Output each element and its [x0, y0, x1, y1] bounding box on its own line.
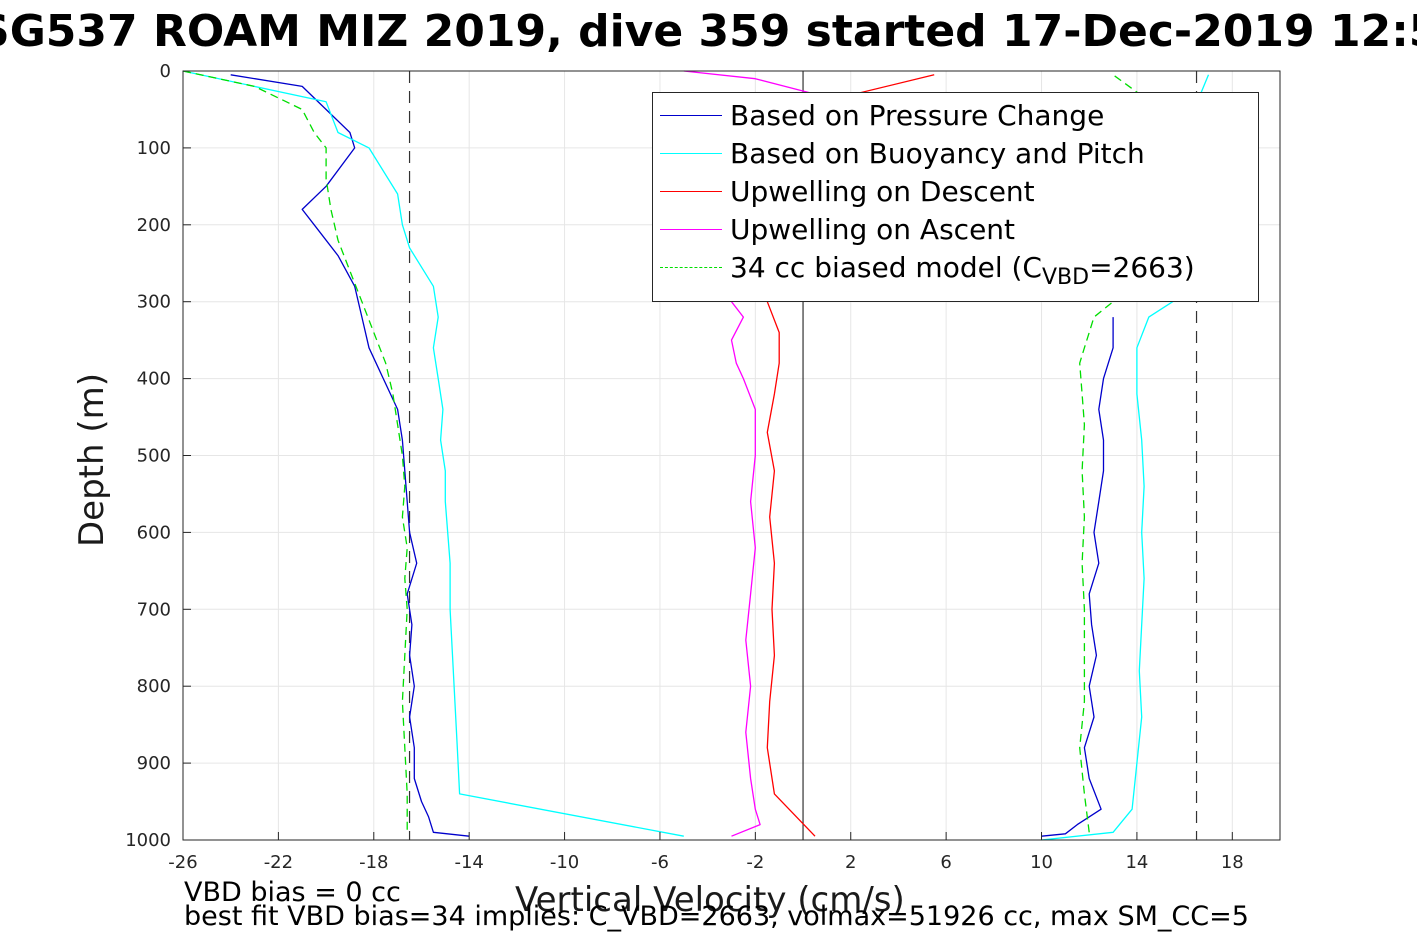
series-line-0 [1041, 317, 1114, 837]
x-tick-label: 2 [845, 852, 856, 873]
footer-vbd-bias: VBD bias = 0 cc [184, 877, 401, 908]
y-tick-label: 900 [137, 753, 171, 774]
y-tick-label: 300 [137, 292, 171, 313]
legend: Based on Pressure Change Based on Buoyan… [652, 92, 1259, 302]
y-tick-label: 1000 [125, 830, 171, 851]
x-axis-label: Vertical Velocity (cm/s) [515, 880, 905, 920]
legend-label-model-sub: VBD [1041, 265, 1090, 290]
legend-label-model: 34 cc biased model (CVBD=2663) [730, 251, 1195, 289]
legend-swatch-upwelling-ascent [660, 229, 722, 230]
x-tick-label: 10 [1030, 852, 1053, 873]
x-tick-label: -26 [168, 852, 197, 873]
legend-swatch-pressure [660, 115, 722, 116]
x-tick-label: 18 [1221, 852, 1244, 873]
x-tick-label: -2 [746, 852, 764, 873]
legend-swatch-upwelling-descent [660, 191, 722, 192]
legend-swatch-model [660, 267, 722, 268]
series-line-4 [182, 70, 408, 833]
axis-ticks: -26 -22 -18 -14 -10 -6 -2 2 6 10 14 180100200300400… [125, 61, 1244, 873]
series-line-1 [182, 70, 684, 837]
x-tick-label: -14 [454, 852, 483, 873]
legend-label-model-tail: =2663) [1089, 251, 1195, 284]
data-series [182, 70, 1210, 841]
legend-label-model-main: 34 cc biased model (C [730, 251, 1042, 284]
y-tick-label: 100 [137, 138, 171, 159]
series-line-2 [766, 74, 935, 837]
series-line-3 [683, 70, 816, 95]
y-tick-label: 800 [137, 676, 171, 697]
legend-label-buoyancy: Based on Buoyancy and Pitch [730, 137, 1145, 170]
series-line-0 [230, 74, 470, 837]
series-line-4 [1079, 74, 1162, 833]
chart-title: SG537 ROAM MIZ 2019, dive 359 started 17… [0, 6, 1417, 58]
footer-best-fit: best fit VBD bias=34 implies: C_VBD=2663… [184, 901, 1249, 932]
legend-item-model: 34 cc biased model (CVBD=2663) [653, 249, 1258, 289]
x-tick-label: -10 [550, 852, 579, 873]
x-tick-label: -6 [651, 852, 669, 873]
legend-label-pressure: Based on Pressure Change [730, 99, 1105, 132]
y-tick-label: 700 [137, 599, 171, 620]
series-line-1 [1041, 74, 1210, 841]
legend-item-upwelling-descent: Upwelling on Descent [653, 173, 1258, 211]
legend-item-upwelling-ascent: Upwelling on Ascent [653, 211, 1258, 249]
y-tick-label: 500 [137, 446, 171, 467]
legend-item-buoyancy: Based on Buoyancy and Pitch [653, 135, 1258, 173]
series-line-3 [730, 301, 761, 837]
x-tick-label: 6 [940, 852, 951, 873]
x-tick-label: -22 [264, 852, 293, 873]
y-tick-label: 0 [160, 61, 171, 82]
y-axis-label: Depth (m) [72, 372, 112, 548]
x-tick-label: -18 [359, 852, 388, 873]
x-tick-label: 14 [1125, 852, 1148, 873]
chart-title-text: SG537 ROAM MIZ 2019, dive 359 started 17… [0, 6, 1417, 57]
legend-swatch-buoyancy [660, 153, 722, 154]
y-tick-label: 400 [137, 369, 171, 390]
legend-item-pressure: Based on Pressure Change [653, 97, 1258, 135]
legend-label-upwelling-ascent: Upwelling on Ascent [730, 213, 1016, 246]
y-tick-label: 600 [137, 522, 171, 543]
legend-label-upwelling-descent: Upwelling on Descent [730, 175, 1035, 208]
y-tick-label: 200 [137, 215, 171, 236]
